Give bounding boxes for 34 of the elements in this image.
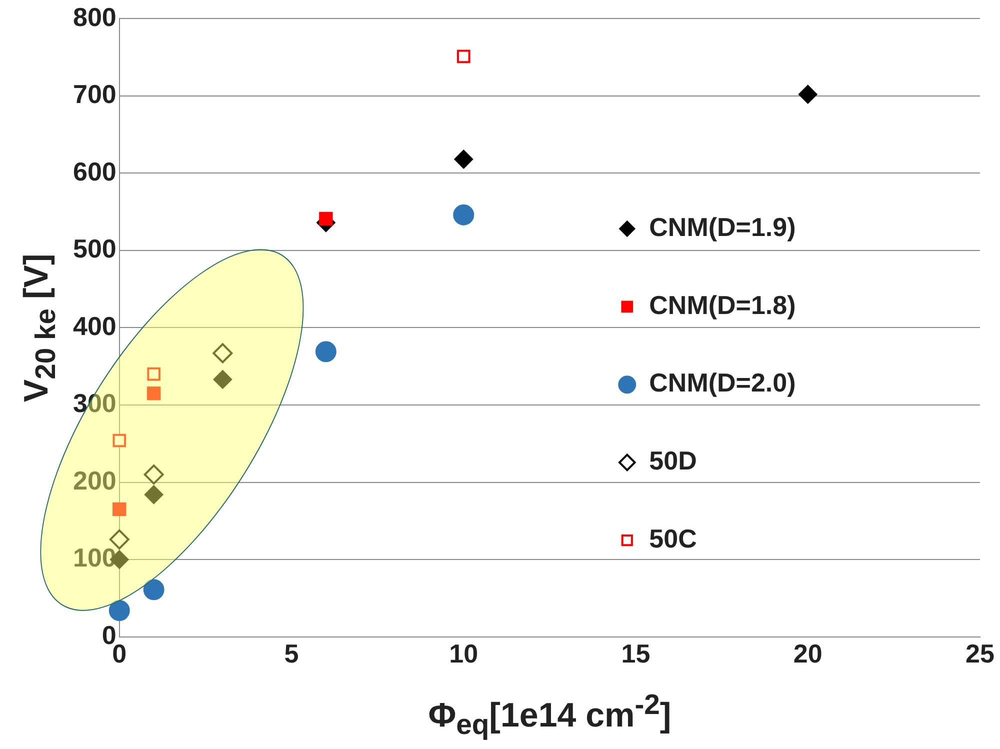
point (319, 212, 333, 226)
x-tick-label: 5 (284, 638, 299, 669)
legend-label: 50D (649, 446, 697, 476)
point (456, 50, 470, 64)
point (454, 150, 474, 169)
legend-label: CNM(D=1.9) (649, 212, 796, 242)
y-tick-label: 500 (72, 234, 116, 264)
point (213, 370, 232, 389)
point (109, 529, 130, 550)
point (143, 579, 164, 600)
point (146, 386, 161, 400)
legend-label: CNM(D=1.8) (649, 290, 796, 320)
x-tick-label: 20 (793, 638, 822, 669)
y-tick-label: 600 (72, 156, 116, 186)
x-tick-label: 15 (621, 638, 650, 669)
point (798, 84, 818, 104)
y-tick-label: 700 (72, 79, 116, 110)
legend-label: 50C (649, 524, 698, 554)
point (108, 600, 130, 622)
y-tick-label: 400 (72, 310, 116, 341)
x-tick-label: 10 (449, 638, 478, 669)
point (453, 204, 474, 226)
point (212, 343, 233, 364)
point (112, 502, 126, 516)
point (315, 341, 336, 362)
y-tick-label: 200 (72, 465, 116, 496)
legend-label: CNM(D=2.0) (649, 368, 796, 398)
point (112, 434, 126, 448)
x-tick-label: 25 (966, 638, 994, 669)
y-tick-label: 800 (72, 2, 116, 32)
point (144, 485, 164, 504)
x-axis-title: Φ$_{eq}$[1e14 cm$^{-2}$] (428, 689, 672, 742)
point (147, 367, 160, 381)
point (144, 464, 164, 485)
